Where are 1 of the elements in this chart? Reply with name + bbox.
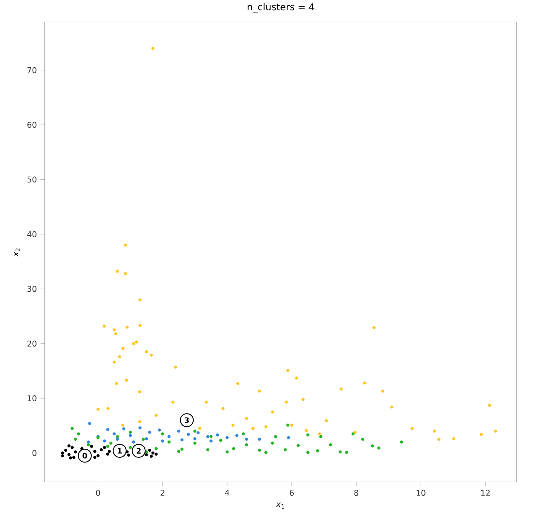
chart-title: n_clusters = 4 <box>248 3 314 13</box>
